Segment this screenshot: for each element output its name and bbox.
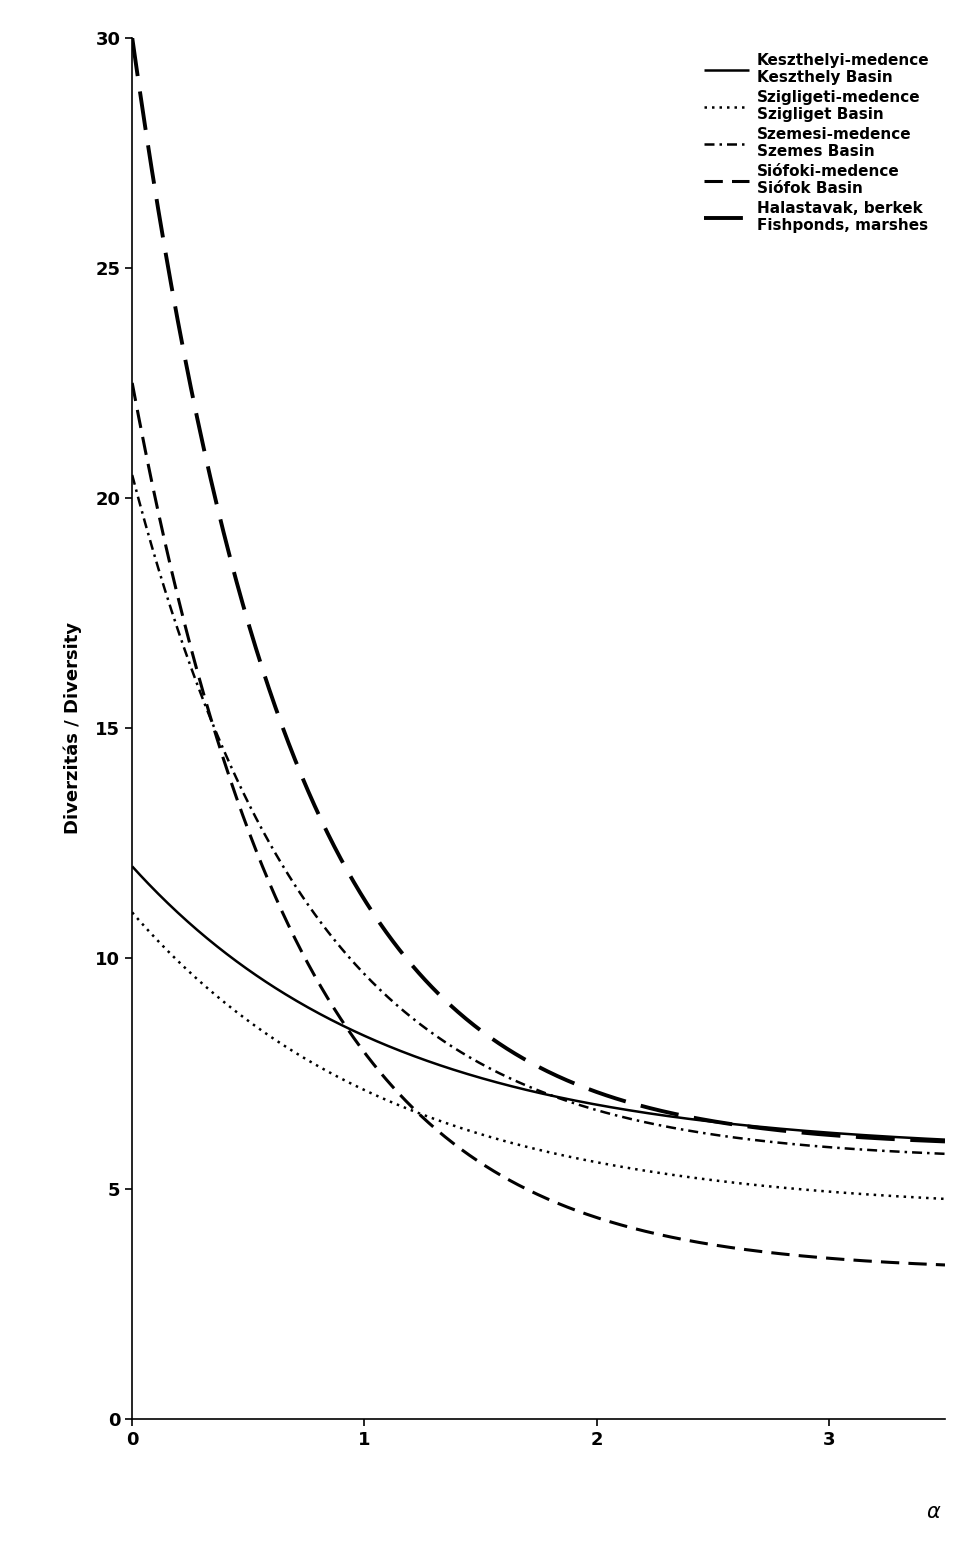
Y-axis label: Diverzitás / Diversity: Diverzitás / Diversity: [63, 623, 82, 835]
Text: $\alpha$: $\alpha$: [925, 1503, 941, 1521]
Legend: Keszthelyi-medence
Keszthely Basin, Szigligeti-medence
Szigliget Basin, Szemesi-: Keszthelyi-medence Keszthely Basin, Szig…: [696, 45, 937, 241]
